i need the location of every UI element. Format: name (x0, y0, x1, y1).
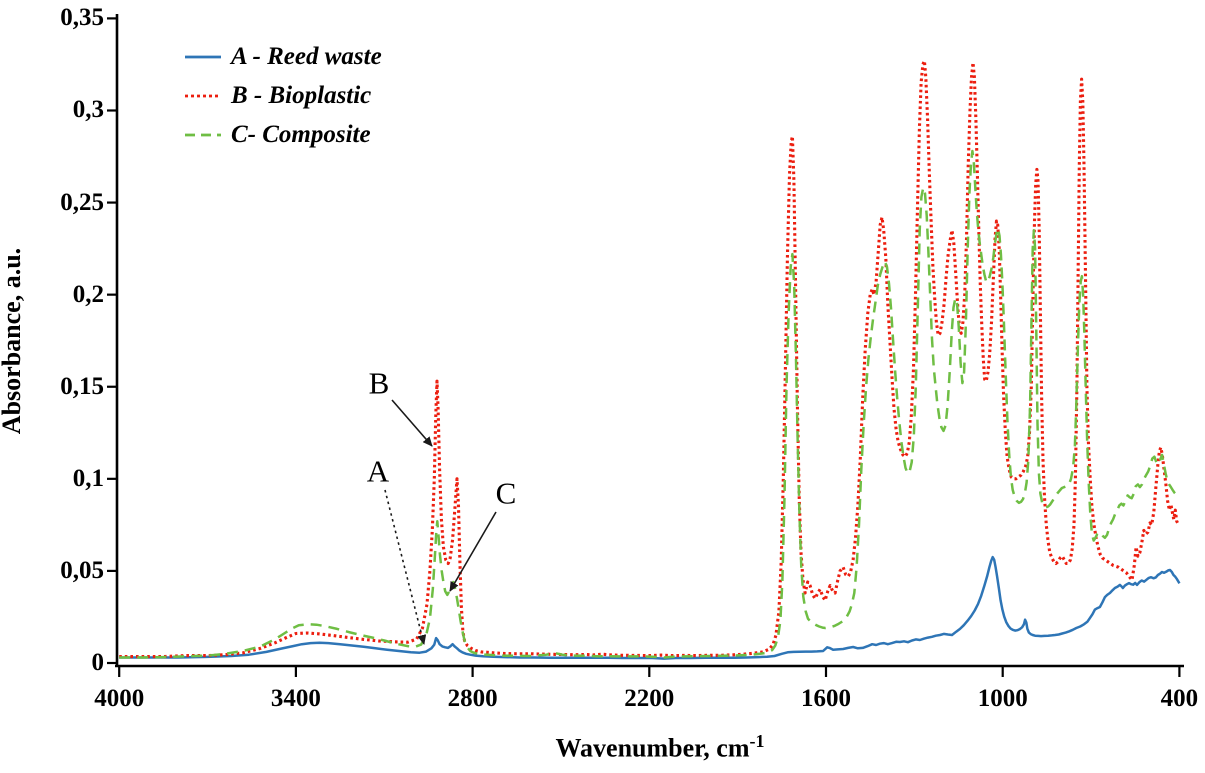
axes (107, 14, 1184, 677)
spectra-lines (119, 59, 1181, 660)
legend-swatch-a-line-icon (185, 55, 221, 59)
series-line-a (119, 555, 1181, 660)
annotation-arrows (384, 399, 497, 645)
series-line-b (119, 59, 1181, 659)
annotation-letter-a: A (366, 453, 390, 489)
legend: A - Reed waste B - Bioplastic C- Composite (184, 42, 382, 150)
legend-swatch-c-line-icon (185, 133, 221, 137)
legend-label-b: B - Bioplastic (231, 82, 372, 109)
legend-item-c: C- Composite (184, 120, 382, 150)
x-tick-label: 4000 (94, 685, 145, 712)
y-tick-label: 0,35 (60, 4, 104, 32)
x-tick-label: 3400 (270, 685, 321, 712)
x-tick-label: 400 (1160, 685, 1199, 712)
y-tick-label: 0,1 (72, 464, 104, 492)
legend-item-b: B - Bioplastic (184, 81, 382, 111)
y-tick-label: 0,2 (72, 280, 104, 308)
legend-swatch-b-line-icon (185, 94, 221, 98)
y-tick-label: 0,15 (60, 372, 104, 400)
x-tick-label: 1600 (801, 685, 851, 712)
y-tick-label: 0,25 (60, 188, 104, 216)
annotation-arrow-c (449, 511, 497, 592)
annotation-letter-c: C (495, 475, 517, 511)
series-line-c (119, 149, 1180, 659)
y-tick-label: 0,3 (72, 96, 104, 124)
x-axis-title: Wavenumber, cm-1 (400, 731, 920, 764)
y-axis-title: Absorbance, a.u. (0, 247, 26, 435)
legend-label-c: C- Composite (231, 121, 371, 148)
x-axis-title-text: Wavenumber, cm (555, 733, 750, 763)
x-tick-label: 2800 (447, 685, 498, 712)
x-axis-title-exponent: -1 (749, 731, 765, 751)
annotation-letter-b: B (368, 365, 390, 401)
legend-label-a: A - Reed waste (231, 43, 382, 70)
annotation-arrow-a (384, 489, 427, 645)
x-tick-label: 1000 (977, 685, 1028, 712)
y-tick-label: 0,05 (60, 556, 104, 584)
y-tick-label: 0 (91, 649, 105, 676)
legend-item-a: A - Reed waste (184, 42, 382, 72)
x-tick-label: 2200 (624, 685, 675, 712)
annotation-arrow-b (391, 399, 433, 447)
